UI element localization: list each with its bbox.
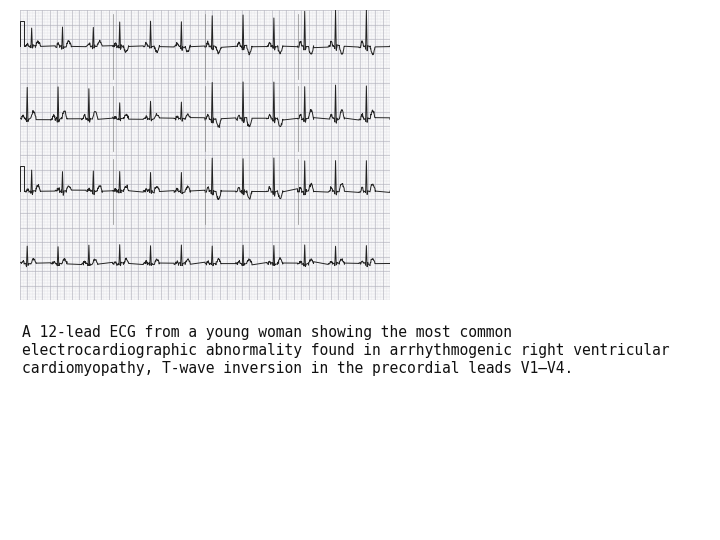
Text: electrocardiographic abnormality found in arrhythmogenic right ventricular: electrocardiographic abnormality found i… xyxy=(22,343,670,358)
Text: cardiomyopathy, T-wave inversion in the precordial leads V1–V4.: cardiomyopathy, T-wave inversion in the … xyxy=(22,361,573,376)
Text: A 12-lead ECG from a young woman showing the most common: A 12-lead ECG from a young woman showing… xyxy=(22,325,512,340)
